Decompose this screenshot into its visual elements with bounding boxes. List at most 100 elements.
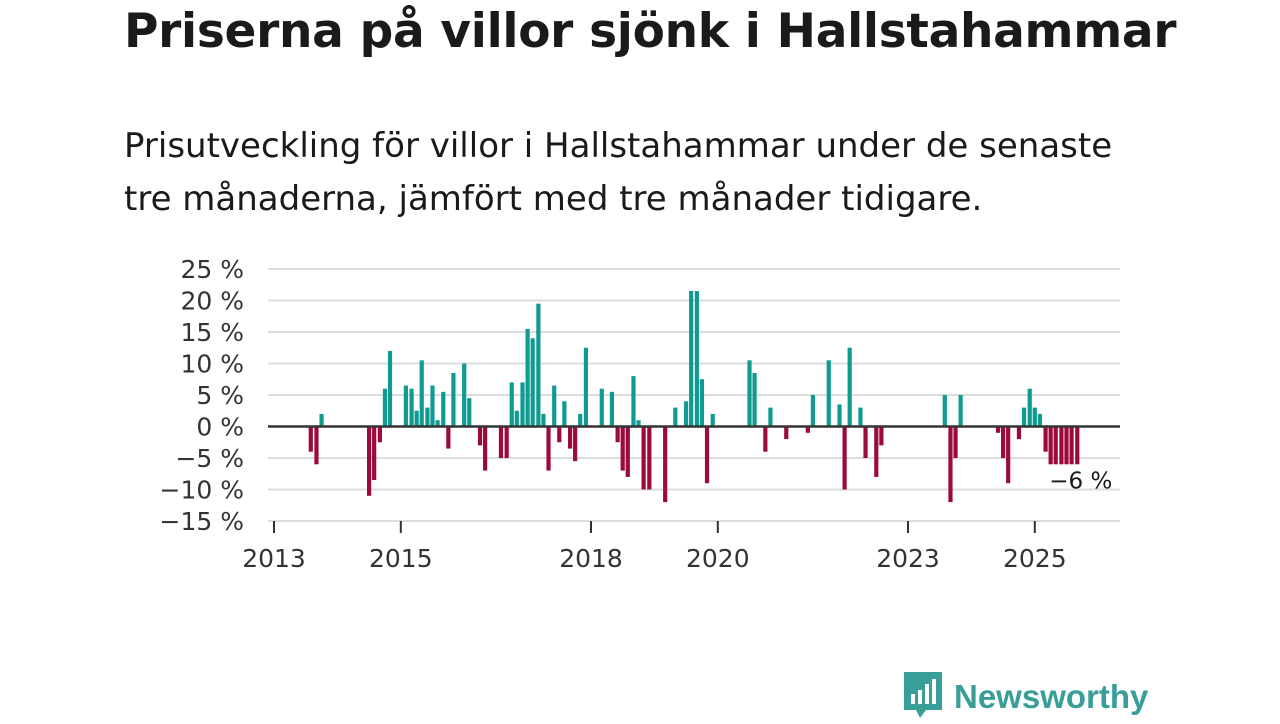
bar bbox=[625, 426, 630, 477]
bar bbox=[958, 395, 963, 427]
brand-name: Newsworthy bbox=[954, 678, 1149, 715]
y-tick-label: −15 % bbox=[160, 507, 244, 536]
bar bbox=[377, 426, 382, 443]
bar bbox=[874, 426, 879, 477]
bar bbox=[1027, 388, 1032, 427]
chart-title: Priserna på villor sjönk i Hallstahammar bbox=[124, 4, 1177, 59]
bar-chart-speech-bubble-icon bbox=[902, 670, 944, 724]
x-tick-label: 2023 bbox=[876, 544, 940, 573]
bar bbox=[583, 347, 589, 427]
bar bbox=[826, 360, 831, 427]
bar bbox=[763, 426, 768, 452]
bar bbox=[462, 363, 467, 427]
bar bbox=[441, 391, 446, 427]
bar bbox=[514, 410, 519, 427]
bar bbox=[1048, 426, 1053, 465]
bar bbox=[1053, 426, 1058, 465]
bar bbox=[942, 395, 947, 427]
bar-series bbox=[308, 291, 1080, 503]
bar bbox=[382, 388, 388, 427]
bar bbox=[552, 385, 557, 427]
newsworthy-logo: Newsworthy bbox=[902, 670, 1148, 724]
bar bbox=[747, 360, 752, 427]
y-tick-label: 20 % bbox=[180, 287, 244, 316]
bar bbox=[636, 420, 641, 427]
bar bbox=[710, 413, 715, 427]
bar bbox=[810, 395, 815, 427]
bar bbox=[504, 426, 509, 458]
bar bbox=[483, 426, 488, 471]
bar bbox=[367, 426, 372, 496]
bar bbox=[784, 426, 789, 440]
bar bbox=[435, 420, 440, 427]
bar bbox=[615, 426, 620, 443]
bar bbox=[1006, 426, 1011, 484]
bar bbox=[879, 426, 884, 446]
bar bbox=[414, 410, 419, 427]
bar bbox=[1037, 413, 1042, 427]
bar bbox=[858, 407, 863, 427]
bar bbox=[620, 426, 625, 471]
bar bbox=[837, 404, 842, 427]
bar bbox=[1043, 426, 1048, 452]
bar bbox=[530, 338, 535, 427]
bar bbox=[525, 328, 530, 427]
bar bbox=[536, 303, 541, 427]
bar bbox=[673, 407, 678, 427]
bar bbox=[546, 426, 551, 471]
bar bbox=[419, 360, 424, 427]
bar bbox=[387, 350, 393, 427]
y-tick-label: 10 % bbox=[180, 350, 244, 379]
bar bbox=[446, 426, 451, 449]
bar bbox=[953, 426, 958, 458]
y-tick-label: 5 % bbox=[196, 381, 244, 410]
bar bbox=[425, 407, 430, 427]
bar bbox=[948, 426, 953, 503]
y-axis-ticks: 25 % 20 %15 % 10 %5 % 0 %−5 % −10 %−15 % bbox=[160, 255, 244, 536]
last-value-annotation: −6 % bbox=[1049, 468, 1112, 494]
bar bbox=[1059, 426, 1064, 465]
bar bbox=[995, 426, 1001, 433]
bar bbox=[520, 382, 525, 427]
bar bbox=[694, 291, 699, 427]
bar bbox=[689, 291, 694, 427]
x-tick-label: 2013 bbox=[242, 544, 306, 573]
bar bbox=[1021, 407, 1027, 427]
grid-lines bbox=[268, 268, 1120, 522]
bar bbox=[562, 401, 567, 427]
chart-subtitle: Prisutveckling för villor i Hallstahamma… bbox=[124, 126, 1113, 219]
bar bbox=[498, 426, 504, 458]
bar bbox=[451, 372, 456, 427]
bar bbox=[805, 426, 810, 433]
bar bbox=[567, 426, 573, 449]
bar bbox=[308, 426, 313, 452]
bar bbox=[430, 385, 435, 427]
bar bbox=[609, 391, 615, 427]
bar bbox=[467, 398, 472, 427]
bar bbox=[663, 426, 668, 503]
bar bbox=[409, 388, 414, 427]
bar bbox=[599, 388, 604, 427]
bar bbox=[578, 413, 583, 427]
bar bbox=[1075, 426, 1080, 465]
bar bbox=[631, 376, 636, 427]
bar bbox=[704, 426, 710, 484]
bar bbox=[319, 413, 324, 427]
bar bbox=[842, 426, 847, 490]
bar bbox=[1001, 426, 1006, 458]
bar bbox=[1064, 426, 1069, 465]
bar bbox=[573, 426, 578, 462]
bar bbox=[372, 426, 377, 481]
bar bbox=[684, 401, 689, 427]
y-tick-label: −5 % bbox=[175, 444, 244, 473]
bar bbox=[557, 426, 562, 443]
bar bbox=[1032, 407, 1037, 427]
bar bbox=[647, 426, 652, 490]
bar bbox=[641, 426, 646, 490]
y-tick-label: 15 % bbox=[180, 318, 244, 347]
bar bbox=[403, 385, 408, 427]
bar bbox=[752, 372, 757, 427]
x-tick-label: 2018 bbox=[559, 544, 623, 573]
y-tick-label: 0 % bbox=[196, 413, 244, 442]
bar bbox=[768, 407, 773, 427]
